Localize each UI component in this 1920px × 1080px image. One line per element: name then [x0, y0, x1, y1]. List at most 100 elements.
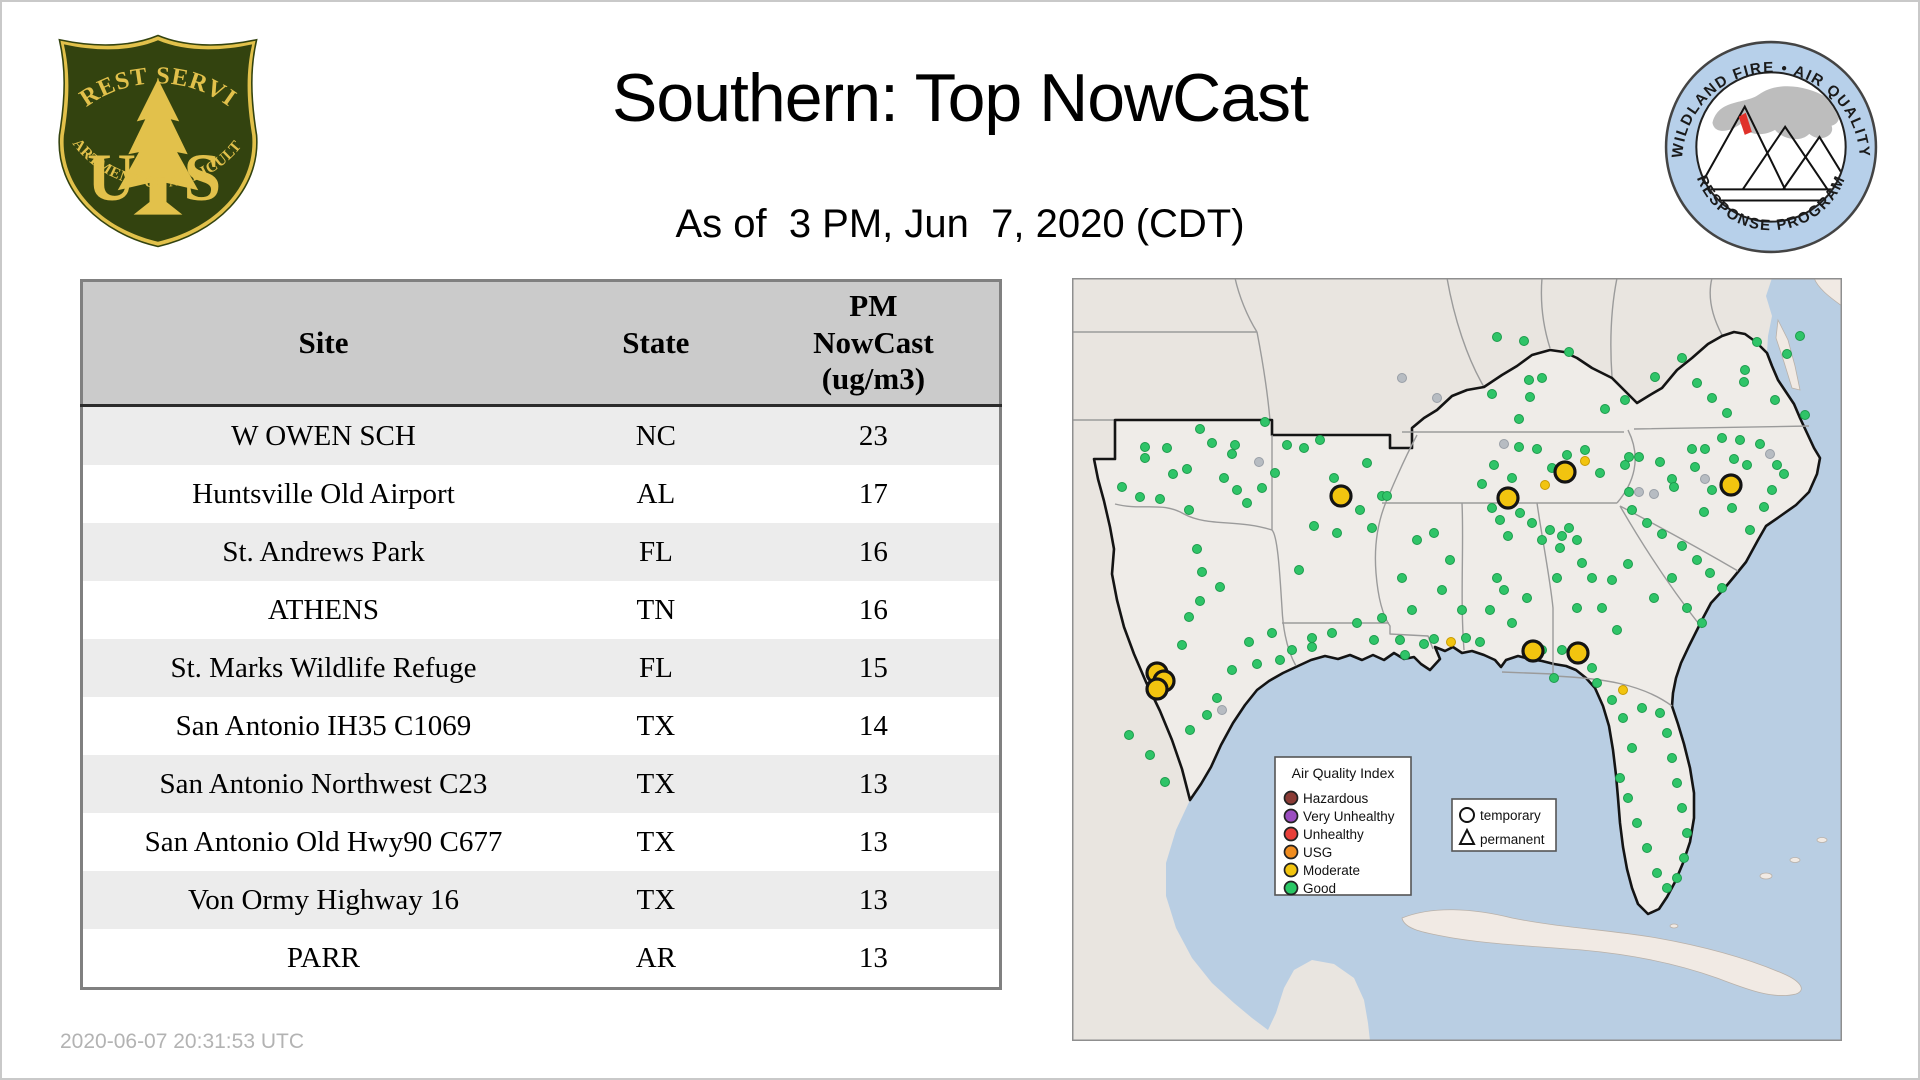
column-header-pm-nowcast: PM NowCast (ug/m3) — [747, 280, 1001, 407]
site-marker-good — [1677, 803, 1687, 813]
table-row: Huntsville Old Airport AL 17 — [81, 465, 1001, 523]
very-unhealthy-label: Very Unhealthy — [1303, 809, 1395, 824]
site-marker-good — [1155, 494, 1165, 504]
site-marker-good — [1699, 507, 1709, 517]
site-marker-good — [1552, 573, 1562, 583]
site-marker-good — [1315, 435, 1325, 445]
site-marker-good — [1140, 442, 1150, 452]
table-row: Von Ormy Highway 16 TX 13 — [81, 871, 1001, 929]
symbol-legend: temporary permanent — [1451, 798, 1557, 852]
state-cell: TX — [636, 825, 676, 858]
table-row: San Antonio Old Hwy90 C677 TX 13 — [81, 813, 1001, 871]
site-marker-good — [1525, 392, 1535, 402]
site-marker-nodata — [1254, 457, 1264, 467]
site-marker-good — [1145, 750, 1155, 760]
table-header-row: Site State PM NowCast (ug/m3) — [81, 280, 1001, 407]
site-marker-good — [1419, 639, 1429, 649]
site-marker-good — [1282, 440, 1292, 450]
site-marker-good — [1600, 404, 1610, 414]
site-marker-good — [1597, 603, 1607, 613]
site-marker-good — [1327, 628, 1337, 638]
site-marker-good — [1168, 469, 1178, 479]
site-marker-good — [1772, 460, 1782, 470]
site-marker-good — [1669, 482, 1679, 492]
site-marker-good — [1377, 613, 1387, 623]
site-marker-good — [1607, 695, 1617, 705]
usg-swatch — [1283, 844, 1299, 860]
site-marker-good — [1564, 347, 1574, 357]
hazardous-label: Hazardous — [1303, 791, 1369, 806]
map-north-state-lines — [1072, 277, 1723, 421]
site-marker-good — [1607, 575, 1617, 585]
site-marker-moderate-large — [1496, 486, 1520, 510]
site-marker-good — [1230, 440, 1240, 450]
site-marker-nodata — [1397, 373, 1407, 383]
site-marker-good — [1309, 521, 1319, 531]
site-marker-good — [1429, 528, 1439, 538]
site-marker-good — [1770, 395, 1780, 405]
site-marker-good — [1650, 372, 1660, 382]
pm-nowcast-cell: 16 — [858, 593, 888, 626]
site-marker-good — [1407, 605, 1417, 615]
site-marker-good — [1739, 377, 1749, 387]
pm-nowcast-cell: 13 — [858, 767, 888, 800]
site-marker-moderate-small — [1446, 637, 1456, 647]
site-marker-good — [1485, 605, 1495, 615]
site-marker-nodata — [1700, 474, 1710, 484]
hazardous-swatch — [1283, 790, 1299, 806]
permanent-label: permanent — [1480, 832, 1545, 847]
site-marker-good — [1195, 596, 1205, 606]
site-marker-good — [1755, 439, 1765, 449]
site-marker-good — [1545, 525, 1555, 535]
site-marker-good — [1202, 710, 1212, 720]
site-marker-good — [1687, 444, 1697, 454]
site-marker-moderate-large — [1719, 473, 1743, 497]
site-cell: San Antonio Northwest C23 — [159, 767, 488, 800]
state-cell: TX — [636, 709, 676, 742]
pm-nowcast-cell: 13 — [858, 941, 888, 974]
state-cell: AR — [635, 941, 677, 974]
good-swatch — [1283, 880, 1299, 896]
pm-nowcast-cell: 17 — [858, 477, 888, 510]
nowcast-table: Site State PM NowCast (ug/m3) W OWEN SCH… — [80, 279, 1002, 990]
table-row: W OWEN SCH NC 23 — [81, 405, 1001, 465]
site-marker-good — [1227, 665, 1237, 675]
site-marker-good — [1382, 491, 1392, 501]
site-marker-good — [1564, 523, 1574, 533]
site-marker-good — [1729, 454, 1739, 464]
pm-nowcast-cell: 13 — [858, 825, 888, 858]
site-marker-nodata — [1649, 489, 1659, 499]
site-marker-good — [1532, 444, 1542, 454]
state-cell: TX — [636, 767, 676, 800]
site-marker-good — [1257, 483, 1267, 493]
site-marker-good — [1690, 462, 1700, 472]
site-marker-good — [1527, 518, 1537, 528]
site-marker-good — [1615, 773, 1625, 783]
site-marker-good — [1692, 378, 1702, 388]
page-subtitle: As of 3 PM, Jun 7, 2020 (CDT) — [675, 202, 1245, 246]
site-marker-good — [1477, 479, 1487, 489]
temporary-label: temporary — [1480, 808, 1541, 823]
site-marker-good — [1662, 883, 1672, 893]
site-marker-good — [1270, 468, 1280, 478]
state-cell: AL — [636, 477, 676, 510]
site-marker-good — [1244, 637, 1254, 647]
moderate-large-markers — [1145, 460, 1743, 701]
site-marker-good — [1655, 457, 1665, 467]
site-marker-good — [1260, 417, 1270, 427]
site-marker-good — [1642, 843, 1652, 853]
aqi-legend-title: Air Quality Index — [1292, 765, 1395, 781]
site-marker-good — [1307, 642, 1317, 652]
site-marker-good — [1677, 353, 1687, 363]
site-marker-good — [1267, 628, 1277, 638]
good-site-markers — [1117, 331, 1810, 893]
site-marker-good — [1742, 460, 1752, 470]
site-marker-good — [1717, 433, 1727, 443]
site-marker-good — [1587, 663, 1597, 673]
temporary-symbol-icon — [1459, 807, 1475, 823]
site-marker-good — [1682, 603, 1692, 613]
table-body: W OWEN SCH NC 23 Huntsville Old Airport AL 17… — [81, 405, 1001, 989]
aqi-legend: Air Quality Index Hazardous Very Unhealt… — [1274, 756, 1412, 896]
site-marker-good — [1595, 468, 1605, 478]
site-marker-good — [1397, 573, 1407, 583]
